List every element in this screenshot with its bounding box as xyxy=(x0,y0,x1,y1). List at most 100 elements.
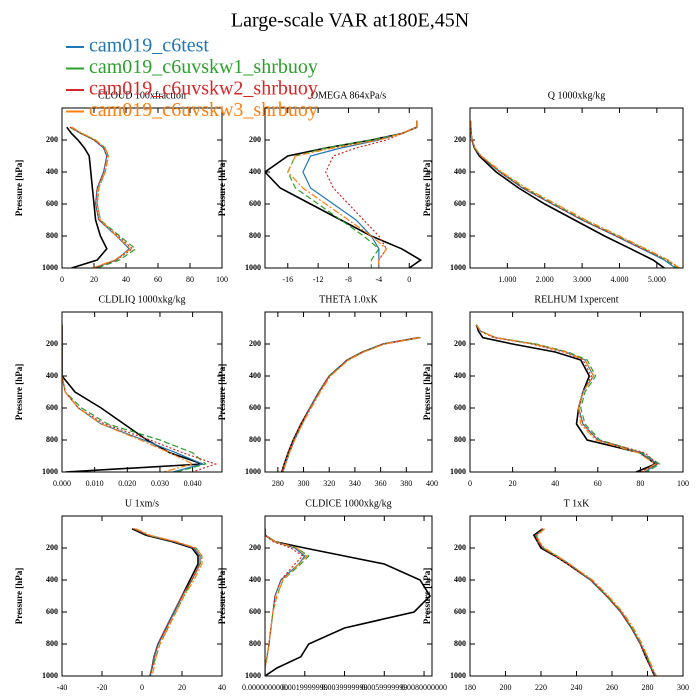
x-tick-label: 360 xyxy=(375,479,387,488)
plot-frame xyxy=(61,311,223,473)
x-tick-label: 300 xyxy=(298,479,310,488)
y-tick-label: 800 xyxy=(46,435,58,444)
profile-line xyxy=(69,126,131,268)
y-tick-label: 200 xyxy=(454,543,466,552)
y-tick-label: 400 xyxy=(454,371,466,380)
plot-frame xyxy=(264,311,433,473)
y-tick-label: 800 xyxy=(249,435,261,444)
profile-line xyxy=(287,120,418,268)
y-tick-label: 400 xyxy=(454,167,466,176)
x-tick-label: 0 xyxy=(140,683,144,692)
profile-line xyxy=(62,324,203,472)
x-tick-label: 20 xyxy=(178,683,186,692)
profile-line xyxy=(133,528,201,676)
x-tick-label: 380 xyxy=(400,479,412,488)
series-group xyxy=(265,528,432,676)
x-tick-label: 0.000 xyxy=(53,479,71,488)
x-tick-label: 60 xyxy=(154,275,162,284)
y-tick-label: 1000 xyxy=(245,671,261,680)
x-tick-label: 100 xyxy=(677,479,689,488)
profile-line xyxy=(534,528,657,676)
y-tick-label: 1000 xyxy=(450,467,466,476)
y-tick-label: 400 xyxy=(46,167,58,176)
y-tick-label: 400 xyxy=(46,575,58,584)
x-tick-label: 260 xyxy=(606,683,618,692)
y-tick-label: 1000 xyxy=(450,263,466,272)
y-tick-label: 200 xyxy=(46,543,58,552)
x-tick-label: 0.0039999999 xyxy=(322,683,368,692)
x-tick-label: 0 xyxy=(407,275,411,284)
x-tick-label: -8 xyxy=(345,275,352,284)
x-tick-label: 40 xyxy=(551,479,559,488)
x-tick-label: 320 xyxy=(323,479,335,488)
y-tick-label: 600 xyxy=(249,403,261,412)
profile-line xyxy=(265,120,423,268)
y-tick-label: 1000 xyxy=(450,671,466,680)
y-axis-label: Pressure [hPa] xyxy=(217,568,227,624)
y-tick-label: 1000 xyxy=(42,263,58,272)
y-tick-label: 600 xyxy=(46,199,58,208)
y-tick-label: 600 xyxy=(46,607,58,616)
x-tick-label: 280 xyxy=(272,479,284,488)
legend-label: cam019_c6uvskw3_shrbuoy xyxy=(89,99,318,121)
x-tick-label: -20 xyxy=(97,683,108,692)
legend-label: cam019_c6uvskw1_shrbuoy xyxy=(89,56,318,78)
profile-line xyxy=(281,337,420,472)
y-axis-label: Pressure [hPa] xyxy=(217,160,227,216)
profile-line xyxy=(534,528,657,676)
panel-title: THETA 1.0xK xyxy=(319,294,378,305)
figure-title: Large-scale VAR at180E,45N xyxy=(231,10,469,32)
y-tick-label: 200 xyxy=(454,135,466,144)
y-tick-label: 600 xyxy=(46,403,58,412)
y-tick-label: 400 xyxy=(46,371,58,380)
x-tick-label: 3.000 xyxy=(573,275,591,284)
x-tick-label: 180 xyxy=(464,683,476,692)
profile-line xyxy=(66,126,108,268)
profile-line xyxy=(282,337,420,472)
y-axis-label: Pressure [hPa] xyxy=(422,364,432,420)
series-group xyxy=(66,126,137,268)
x-tick-label: 200 xyxy=(500,683,512,692)
profile-line xyxy=(265,528,432,676)
y-tick-label: 400 xyxy=(249,371,261,380)
y-tick-label: 600 xyxy=(454,607,466,616)
x-tick-label: -40 xyxy=(57,683,68,692)
x-tick-label: 40 xyxy=(122,275,130,284)
panel-title: CLDICE 1000xkg/kg xyxy=(305,498,391,509)
y-tick-label: 600 xyxy=(454,403,466,412)
plot-frame xyxy=(469,311,684,473)
y-tick-label: 200 xyxy=(249,339,261,348)
x-tick-label: 220 xyxy=(535,683,547,692)
x-tick-label: 300 xyxy=(677,683,689,692)
y-tick-label: 800 xyxy=(46,231,58,240)
x-tick-label: 0 xyxy=(468,479,472,488)
panel-title: U 1xm/s xyxy=(125,498,159,509)
y-tick-label: 600 xyxy=(454,199,466,208)
x-tick-label: 20 xyxy=(509,479,517,488)
y-tick-label: 1000 xyxy=(42,467,58,476)
profile-line xyxy=(265,528,308,676)
profile-line xyxy=(325,120,418,268)
x-tick-label: -12 xyxy=(313,275,324,284)
y-tick-label: 1000 xyxy=(42,671,58,680)
profile-line xyxy=(534,528,656,676)
x-tick-label: 0.020 xyxy=(118,479,136,488)
plot-frame xyxy=(469,515,684,677)
series-group xyxy=(62,324,218,472)
y-tick-label: 400 xyxy=(249,575,261,584)
x-tick-label: 340 xyxy=(349,479,361,488)
y-axis-label: Pressure [hPa] xyxy=(422,160,432,216)
y-tick-label: 600 xyxy=(249,199,261,208)
profile-line xyxy=(69,126,137,268)
legend-label: cam019_c6test xyxy=(89,35,209,57)
y-tick-label: 800 xyxy=(249,639,261,648)
profile-line xyxy=(470,120,680,268)
x-tick-label: 1.000 xyxy=(498,275,516,284)
panel-title: RELHUM 1xpercent xyxy=(534,294,618,305)
y-tick-label: 400 xyxy=(249,167,261,176)
y-tick-label: 600 xyxy=(249,607,261,616)
y-tick-label: 200 xyxy=(249,135,261,144)
profile-line xyxy=(133,528,201,676)
profile-line xyxy=(536,528,657,676)
